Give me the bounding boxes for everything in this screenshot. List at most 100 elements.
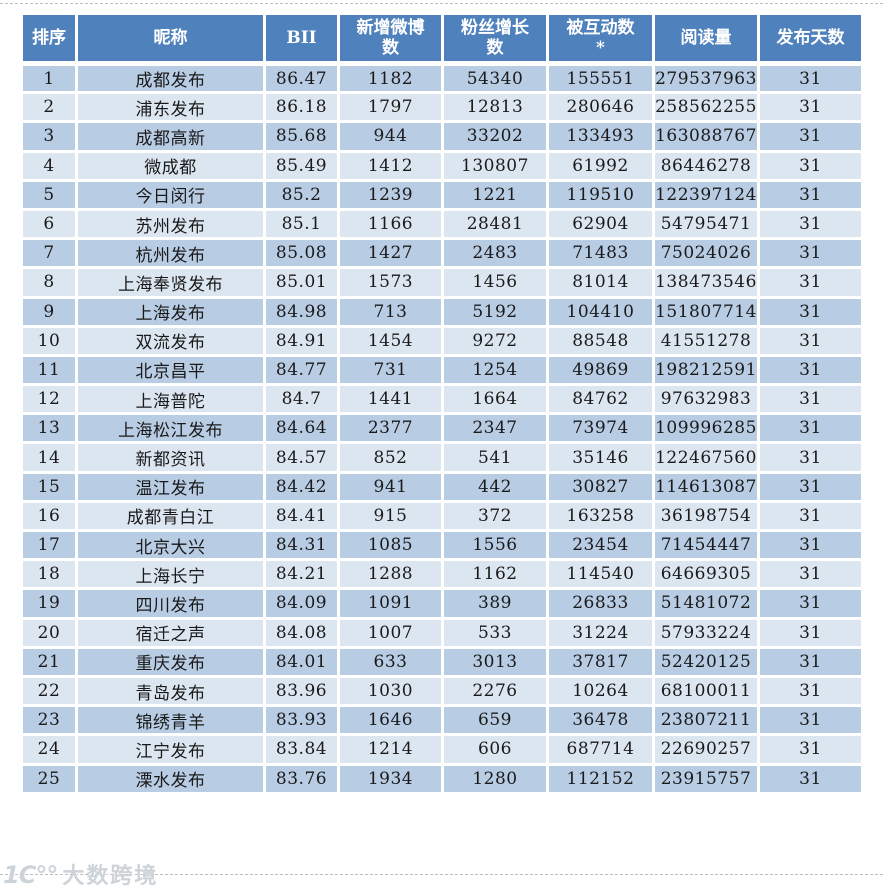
table-row: 5 今日闵行 85.2 1239 1221 119510 122397124 31: [20, 178, 864, 211]
cell: 85.68: [263, 120, 340, 153]
cell: 85.08: [263, 237, 340, 270]
cell: 1454: [337, 324, 444, 357]
cell: 1239: [337, 178, 444, 211]
cell: 279537963: [652, 61, 760, 95]
cell: 280646: [546, 91, 655, 124]
cell: 上海发布: [75, 295, 266, 328]
table-container: 排序 昵称 BII 新增微博 数粉丝增长 数被互动数 * 阅读量 发布天数 1 成都发布 86…: [20, 12, 864, 795]
cell: 30827: [546, 470, 655, 503]
cell: 442: [441, 470, 549, 503]
page-break-line-bottom: [0, 874, 883, 875]
cell: 2347: [441, 412, 549, 445]
cell: 52420125: [652, 645, 760, 678]
cell: 84.42: [263, 470, 340, 503]
cell: 2: [20, 91, 78, 124]
cell: 1797: [337, 91, 444, 124]
cell: 10264: [546, 674, 655, 708]
cell: 上海长宁: [75, 558, 266, 591]
cell: 18: [20, 558, 78, 591]
cell: 2483: [441, 237, 549, 270]
cell: 35146: [546, 441, 655, 474]
cell: 54795471: [652, 207, 760, 241]
cell: 84.21: [263, 558, 340, 591]
cell: 133493: [546, 120, 655, 153]
cell: 941: [337, 470, 444, 503]
cell: 10: [20, 324, 78, 357]
table-row: 7 杭州发布 85.08 1427 2483 71483 75024026 31: [20, 237, 864, 270]
cell: 23807211: [652, 704, 760, 737]
cell: 重庆发布: [75, 645, 266, 678]
cell: 1456: [441, 266, 549, 299]
cell: 3013: [441, 645, 549, 678]
column-header: 新增微博 数: [337, 12, 444, 66]
cell: 31: [757, 91, 864, 124]
table-row: 23 锦绣青羊 83.93 1646 659 36478 23807211 31: [20, 704, 864, 737]
table-row: 20 宿迁之声 84.08 1007 533 31224 57933224 31: [20, 616, 864, 649]
cell: 31: [757, 353, 864, 387]
table-row: 21 重庆发布 84.01 633 3013 37817 52420125 31: [20, 645, 864, 678]
cell: 苏州发布: [75, 207, 266, 241]
cell: 372: [441, 499, 549, 533]
table-row: 3 成都高新 85.68 944 33202 133493 163088767 31: [20, 120, 864, 153]
cell: 659: [441, 704, 549, 737]
cell: 119510: [546, 178, 655, 211]
cell: 1412: [337, 149, 444, 182]
cell: 84762: [546, 383, 655, 416]
cell: 97632983: [652, 383, 760, 416]
cell: 31: [757, 674, 864, 708]
table-row: 9 上海发布 84.98 713 5192 104410 151807714 31: [20, 295, 864, 328]
cell: 1556: [441, 528, 549, 562]
table-row: 25 溧水发布 83.76 1934 1280 112152 23915757 31: [20, 762, 864, 795]
cell: 31: [757, 762, 864, 795]
cell: 16: [20, 499, 78, 533]
cell: 21: [20, 645, 78, 678]
cell: 85.49: [263, 149, 340, 182]
cell: 5192: [441, 295, 549, 328]
cell: 12: [20, 383, 78, 416]
cell: 31: [757, 120, 864, 153]
cell: 51481072: [652, 587, 760, 620]
cell: 163088767: [652, 120, 760, 153]
table-row: 11 北京昌平 84.77 731 1254 49869 198212591 31: [20, 353, 864, 387]
cell: 22690257: [652, 733, 760, 766]
cell: 双流发布: [75, 324, 266, 357]
cell: 36478: [546, 704, 655, 737]
table-row: 6 苏州发布 85.1 1166 28481 62904 54795471 31: [20, 207, 864, 241]
cell: 1441: [337, 383, 444, 416]
cell: 5: [20, 178, 78, 211]
cell: 31: [757, 178, 864, 211]
cell: 31: [757, 237, 864, 270]
cell: 541: [441, 441, 549, 474]
cell: 成都青白江: [75, 499, 266, 533]
table-row: 2 浦东发布 86.18 1797 12813 280646 258562255 31: [20, 91, 864, 124]
cell: 1182: [337, 61, 444, 95]
table-row: 17 北京大兴 84.31 1085 1556 23454 71454447 31: [20, 528, 864, 562]
cell: 73974: [546, 412, 655, 445]
cell: 31: [757, 499, 864, 533]
cell: 新都资讯: [75, 441, 266, 474]
cell: 31224: [546, 616, 655, 649]
cell: 今日闵行: [75, 178, 266, 211]
cell: 7: [20, 237, 78, 270]
cell: 31: [757, 412, 864, 445]
cell: 上海普陀: [75, 383, 266, 416]
cell: 84.91: [263, 324, 340, 357]
cell: 915: [337, 499, 444, 533]
cell: 20: [20, 616, 78, 649]
cell: 198212591: [652, 353, 760, 387]
cell: 19: [20, 587, 78, 620]
cell: 14: [20, 441, 78, 474]
cell: 1091: [337, 587, 444, 620]
cell: 11: [20, 353, 78, 387]
cell: 84.57: [263, 441, 340, 474]
cell: 江宁发布: [75, 733, 266, 766]
cell: 锦绣青羊: [75, 704, 266, 737]
cell: 944: [337, 120, 444, 153]
cell: 北京昌平: [75, 353, 266, 387]
cell: 138473546: [652, 266, 760, 299]
page-break-line-top: [0, 3, 883, 4]
cell: 24: [20, 733, 78, 766]
cell: 258562255: [652, 91, 760, 124]
cell: 84.64: [263, 412, 340, 445]
cell: 青岛发布: [75, 674, 266, 708]
